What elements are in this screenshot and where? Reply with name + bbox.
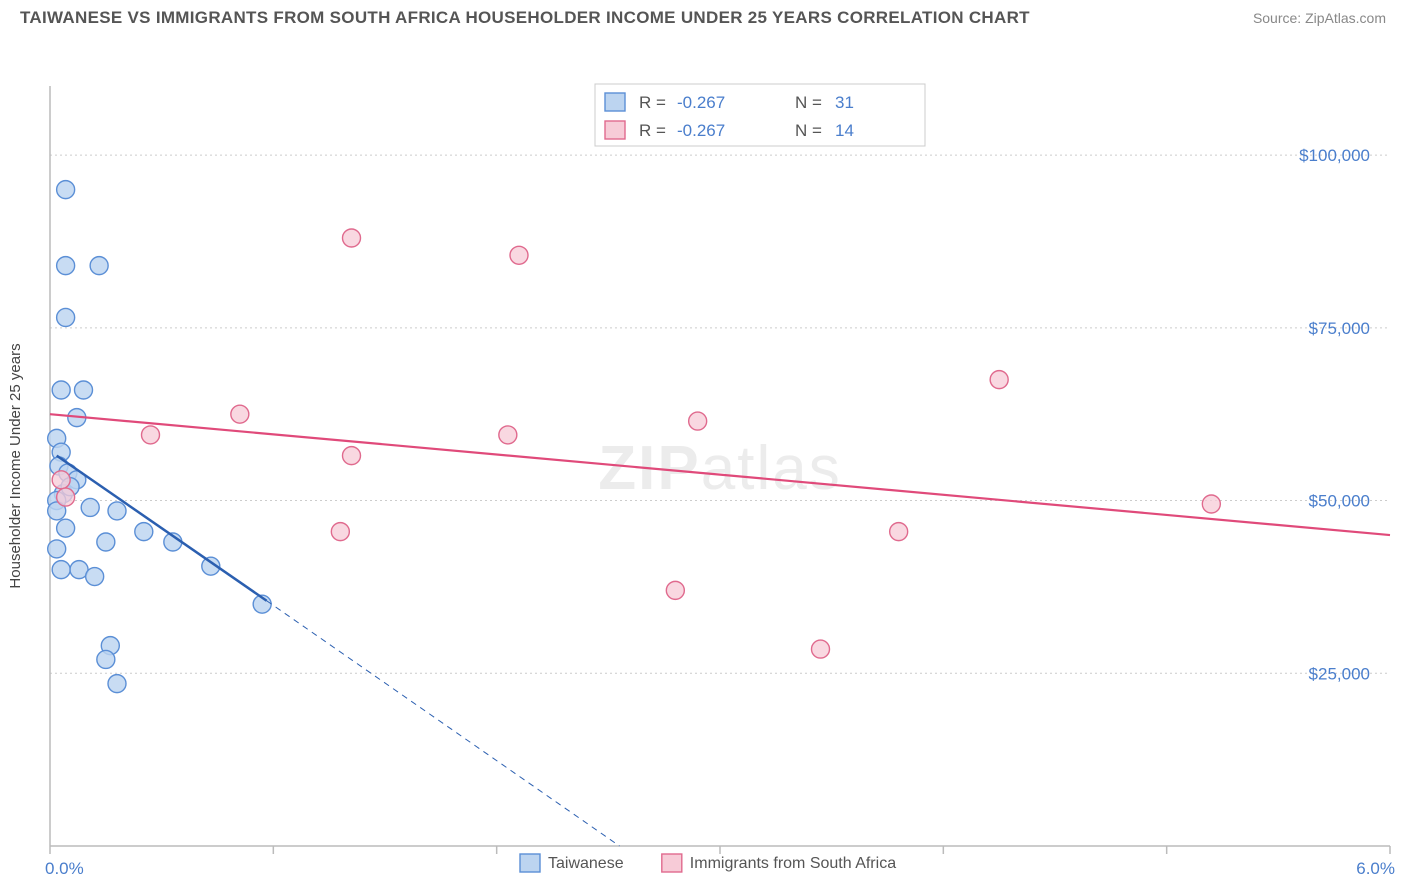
watermark: ZIPatlas [598, 434, 841, 503]
legend-n-label: N = [795, 93, 822, 112]
legend-swatch [605, 121, 625, 139]
trend-line [50, 414, 1390, 535]
data-point [86, 568, 104, 586]
data-point [666, 581, 684, 599]
data-point [689, 412, 707, 430]
data-point [1202, 495, 1220, 513]
y-tick-label: $100,000 [1299, 146, 1370, 165]
data-point [57, 308, 75, 326]
data-point [48, 540, 66, 558]
data-point [97, 533, 115, 551]
legend-n-label: N = [795, 121, 822, 140]
x-min-label: 0.0% [45, 859, 84, 878]
data-point [97, 650, 115, 668]
legend-r-value: -0.267 [677, 93, 725, 112]
chart-title: TAIWANESE VS IMMIGRANTS FROM SOUTH AFRIC… [20, 8, 1030, 28]
legend-swatch [605, 93, 625, 111]
chart-container: $25,000 $50,000 $75,000 $100,000 ZIPatlas 0.0… [0, 32, 1406, 882]
data-point [57, 488, 75, 506]
data-point [890, 523, 908, 541]
legend-n-value: 31 [835, 93, 854, 112]
legend-swatch [520, 854, 540, 872]
data-point [990, 371, 1008, 389]
legend-series-label: Immigrants from South Africa [690, 855, 896, 872]
y-tick-label: $50,000 [1309, 492, 1370, 511]
y-tick-label: $25,000 [1309, 664, 1370, 683]
legend-series-label: Taiwanese [548, 855, 624, 872]
data-point [75, 381, 93, 399]
data-point [81, 498, 99, 516]
legend-r-label: R = [639, 93, 666, 112]
data-point [331, 523, 349, 541]
data-point [499, 426, 517, 444]
data-point [510, 246, 528, 264]
legend-r-value: -0.267 [677, 121, 725, 140]
data-point [142, 426, 160, 444]
data-point [52, 471, 70, 489]
data-point [57, 519, 75, 537]
data-point [52, 561, 70, 579]
data-point [343, 447, 361, 465]
data-point [108, 675, 126, 693]
data-point [57, 257, 75, 275]
data-point [57, 181, 75, 199]
data-point [343, 229, 361, 247]
y-axis-label: Householder Income Under 25 years [7, 343, 24, 588]
legend-swatch [662, 854, 682, 872]
data-point [812, 640, 830, 658]
scatter-chart-svg: $25,000 $50,000 $75,000 $100,000 ZIPatlas 0.0… [0, 32, 1406, 882]
chart-source: Source: ZipAtlas.com [1253, 10, 1386, 26]
data-point [135, 523, 153, 541]
data-point [108, 502, 126, 520]
chart-header: TAIWANESE VS IMMIGRANTS FROM SOUTH AFRIC… [0, 0, 1406, 32]
x-max-label: 6.0% [1356, 859, 1395, 878]
trend-line-extrapolated [267, 601, 620, 846]
y-tick-label: $75,000 [1309, 319, 1370, 338]
data-point [231, 405, 249, 423]
data-point [90, 257, 108, 275]
legend-r-label: R = [639, 121, 666, 140]
legend-n-value: 14 [835, 121, 854, 140]
data-point [52, 381, 70, 399]
